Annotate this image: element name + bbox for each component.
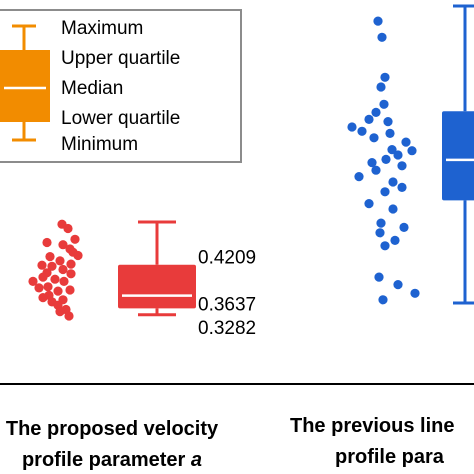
data-point xyxy=(388,177,398,187)
legend-label-upper-quartile: Upper quartile xyxy=(61,48,180,69)
data-point xyxy=(28,276,38,286)
data-point xyxy=(393,280,403,290)
data-point xyxy=(381,154,391,164)
legend-label-minimum: Minimum xyxy=(61,134,138,155)
data-point xyxy=(47,261,57,271)
data-point xyxy=(65,285,75,295)
category-label-1-italic-suffix: a xyxy=(191,449,202,471)
data-point xyxy=(397,161,407,171)
data-point xyxy=(399,222,409,232)
data-point xyxy=(53,286,63,296)
data-point xyxy=(385,128,395,138)
data-point xyxy=(379,99,389,109)
data-point xyxy=(58,240,68,250)
data-point xyxy=(383,117,393,127)
data-point xyxy=(42,237,52,248)
data-point xyxy=(37,260,47,270)
box-value-label: 0.3282 xyxy=(198,318,256,339)
data-point xyxy=(364,199,374,209)
box-value-label: 0.3637 xyxy=(198,295,256,316)
data-point xyxy=(387,145,397,155)
data-point xyxy=(73,250,83,261)
data-point xyxy=(371,165,381,175)
legend: Maximum Upper quartile Median Lower quar… xyxy=(0,9,242,163)
category-label-1-line-1: The proposed velocity xyxy=(6,418,219,440)
data-point xyxy=(367,158,377,168)
data-point xyxy=(369,133,379,143)
data-point xyxy=(410,288,420,298)
data-point xyxy=(364,114,374,124)
data-point xyxy=(373,16,383,26)
data-point xyxy=(377,32,387,42)
data-point xyxy=(376,82,386,92)
category-label-2-line-1: The previous line xyxy=(290,415,454,437)
box-value-label: 0.4209 xyxy=(198,248,256,269)
data-point xyxy=(374,272,384,282)
data-point xyxy=(43,282,53,292)
data-point xyxy=(390,235,400,245)
data-point xyxy=(371,107,381,117)
data-point xyxy=(354,172,364,182)
box-iqr xyxy=(442,111,474,201)
data-point xyxy=(38,293,48,303)
data-point xyxy=(378,295,388,305)
data-point xyxy=(45,252,55,262)
data-point xyxy=(393,150,403,160)
legend-label-lower-quartile: Lower quartile xyxy=(61,108,180,129)
category-label-2-line-2: profile para xyxy=(335,446,445,468)
data-point xyxy=(380,241,390,251)
data-point xyxy=(50,274,60,284)
legend-box xyxy=(0,50,50,122)
data-point xyxy=(380,187,390,197)
series-2 xyxy=(347,4,474,305)
data-point xyxy=(375,228,385,238)
data-point xyxy=(70,234,80,244)
category-label-1-line-2-text: profile parameter xyxy=(22,449,191,471)
data-point xyxy=(55,256,65,266)
data-point xyxy=(58,264,68,275)
data-point xyxy=(66,269,76,279)
data-point xyxy=(34,283,44,293)
data-point xyxy=(407,146,417,156)
category-label-1-line-2: profile parameter a xyxy=(22,449,202,471)
data-point xyxy=(55,307,65,317)
data-point xyxy=(59,276,69,286)
data-point xyxy=(380,72,390,82)
legend-box-glyph xyxy=(0,24,50,142)
data-point xyxy=(388,204,398,214)
legend-label-maximum: Maximum xyxy=(61,18,143,39)
data-point xyxy=(397,182,407,192)
data-point xyxy=(63,223,73,234)
data-point xyxy=(64,311,74,321)
data-point xyxy=(347,122,357,132)
data-point xyxy=(357,126,367,136)
data-point xyxy=(38,272,48,282)
data-point xyxy=(66,259,76,269)
legend-label-median: Median xyxy=(61,78,123,99)
data-point xyxy=(401,137,411,147)
box-iqr xyxy=(118,264,196,309)
data-point xyxy=(376,218,386,228)
